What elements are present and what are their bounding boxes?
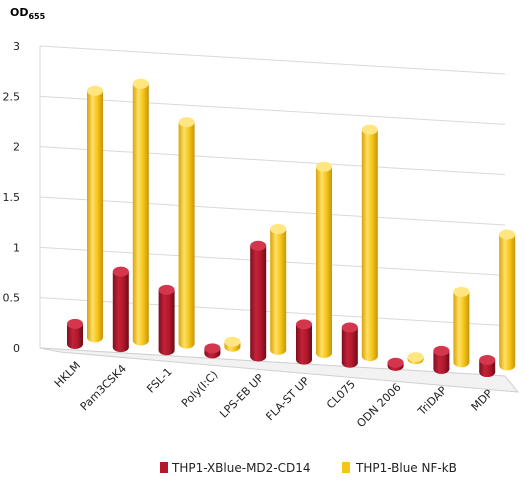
- bar-body: [87, 90, 103, 338]
- gridline: [39, 146, 506, 176]
- y-axis-ticks: 0 0.5 1 1.5 2 2.5 3: [3, 40, 21, 355]
- legend-swatch-series-1: [160, 462, 168, 473]
- bar-top: [158, 284, 175, 295]
- y-tick-label: 0: [13, 342, 20, 355]
- bar-THP1-XBlue-MD2-CD14-CL075: [341, 322, 358, 368]
- bar-body: [270, 229, 287, 350]
- y-tick-label: 1.5: [3, 191, 21, 204]
- bar-body: [296, 324, 312, 360]
- bar-top: [250, 240, 267, 251]
- bar-THP1-Blue NF-kB-ODN 2006: [407, 352, 424, 365]
- bar-THP1-Blue NF-kB-Poly(I:C): [224, 336, 241, 352]
- legend-label-series-2: THP1-Blue NF-kB: [355, 461, 457, 475]
- bar-body: [158, 289, 175, 351]
- bar-top: [224, 336, 241, 347]
- x-tick-label: CL075: [324, 378, 358, 412]
- bar-top: [296, 319, 312, 330]
- bar-THP1-XBlue-MD2-CD14-MDP: [479, 354, 496, 378]
- bar-THP1-Blue NF-kB-LPS-EB UP: [270, 224, 287, 355]
- y-tick-label: 2: [13, 141, 20, 154]
- bar-top: [387, 357, 404, 368]
- bar-body: [433, 350, 450, 369]
- bar-body: [361, 129, 378, 357]
- x-tick-label: MDP: [469, 387, 496, 414]
- x-tick-label: FLA-ST UP: [263, 374, 312, 423]
- bar-top: [270, 224, 287, 235]
- bar-THP1-XBlue-MD2-CD14-Pam3CSK4: [112, 266, 129, 353]
- bar-body: [178, 122, 195, 344]
- bar-body: [453, 291, 470, 363]
- x-tick-label: Pam3CSK4: [78, 362, 129, 413]
- bar-THP1-Blue NF-kB-Pam3CSK4: [132, 78, 149, 346]
- bar-THP1-XBlue-MD2-CD14-HKLM: [67, 318, 83, 350]
- x-tick-label: HKLM: [52, 359, 83, 390]
- bar-top: [433, 345, 450, 356]
- bar-top: [316, 161, 332, 172]
- bars: [67, 78, 516, 378]
- bar-top: [67, 318, 83, 329]
- gridline: [39, 95, 506, 125]
- bar-top: [132, 78, 149, 89]
- y-axis-title-sub: 655: [28, 12, 45, 21]
- bar-THP1-Blue NF-kB-MDP: [499, 229, 516, 371]
- x-tick-label: TriDAP: [415, 384, 450, 419]
- bar-top: [499, 229, 516, 240]
- bar-top: [361, 124, 378, 135]
- bar-top: [178, 117, 195, 128]
- x-tick-label: LPS-EB UP: [217, 371, 266, 420]
- bar-THP1-Blue NF-kB-CL075: [361, 124, 378, 362]
- bar-body: [132, 83, 149, 341]
- x-tick-label: FSL-1: [144, 365, 174, 395]
- bar-body: [250, 245, 267, 357]
- bar-top: [204, 343, 221, 354]
- bar-top: [112, 266, 129, 277]
- gridline: [39, 45, 506, 75]
- y-tick-label: 0.5: [3, 292, 21, 305]
- bar-body: [341, 327, 358, 363]
- y-tick-label: 1: [13, 241, 20, 254]
- bar-THP1-Blue NF-kB-FSL-1: [178, 117, 195, 349]
- y-axis-title-main: OD: [10, 6, 28, 19]
- bar-top: [453, 286, 470, 297]
- y-tick-label: 2.5: [3, 90, 21, 103]
- bar-THP1-Blue NF-kB-TriDAP: [453, 286, 470, 368]
- bar-THP1-XBlue-MD2-CD14-TriDAP: [433, 345, 450, 374]
- gridline: [39, 196, 506, 226]
- legend-swatch-series-2: [342, 462, 350, 473]
- bar-THP1-XBlue-MD2-CD14-ODN 2006: [387, 357, 404, 371]
- bar-top: [479, 354, 496, 365]
- bar-body: [316, 166, 332, 353]
- bar-THP1-Blue NF-kB-HKLM: [87, 85, 103, 343]
- y-axis-title: OD655: [10, 6, 46, 21]
- x-tick-label: Poly(I:C): [179, 368, 221, 410]
- bar-top: [87, 85, 103, 96]
- bar-body: [112, 271, 129, 348]
- y-tick-label: 3: [13, 40, 20, 53]
- bar-top: [407, 352, 424, 363]
- bar-THP1-XBlue-MD2-CD14-LPS-EB UP: [250, 240, 267, 362]
- bar-body: [67, 323, 83, 345]
- x-tick-label: ODN 2006: [354, 381, 403, 430]
- bar-top: [341, 322, 358, 333]
- bar-THP1-XBlue-MD2-CD14-FLA-ST UP: [296, 319, 312, 365]
- legend-label-series-1: THP1-XBlue-MD2-CD14: [171, 461, 311, 475]
- legend: THP1-XBlue-MD2-CD14 THP1-Blue NF-kB: [160, 461, 457, 475]
- bar-THP1-XBlue-MD2-CD14-Poly(I:C): [204, 343, 221, 359]
- bar-THP1-XBlue-MD2-CD14-FSL-1: [158, 284, 175, 356]
- bar-body: [499, 234, 516, 366]
- bar-THP1-Blue NF-kB-FLA-ST UP: [316, 161, 332, 358]
